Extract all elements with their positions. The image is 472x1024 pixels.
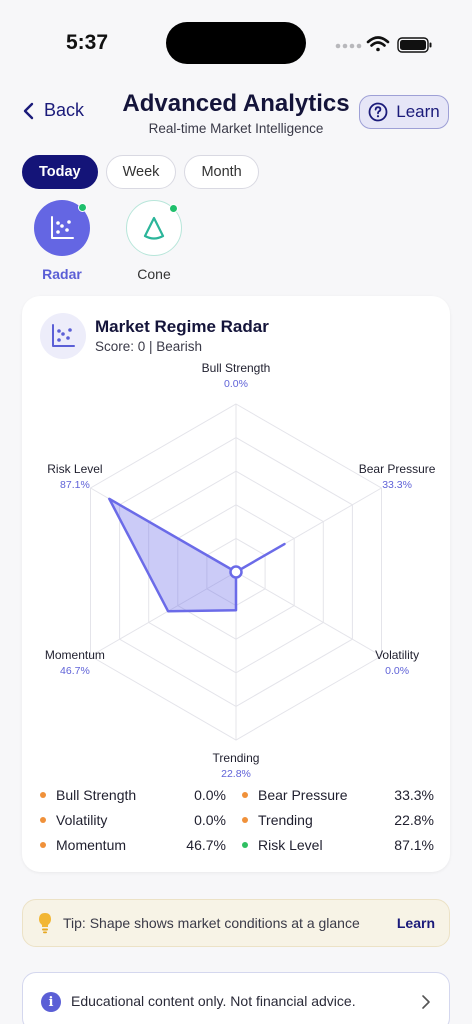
- radar-axis-value: 0.0%: [224, 378, 248, 390]
- legend-value: 22.8%: [394, 812, 434, 828]
- radar-axis-value: 33.3%: [382, 479, 412, 491]
- radar-spoke: [90, 571, 237, 657]
- legend-value: 0.0%: [194, 812, 226, 828]
- tab-week[interactable]: Week: [105, 155, 177, 189]
- status-dot: [169, 204, 178, 213]
- legend-item: Bear Pressure 33.3%: [226, 787, 434, 803]
- tip-banner: Tip: Shape shows market conditions at a …: [22, 899, 450, 947]
- radar-legend: Bull Strength 0.0% Bear Pressure 33.3% Volat…: [40, 787, 434, 853]
- legend-item: Momentum 46.7%: [40, 837, 226, 853]
- card-subtitle: Score: 0 | Bearish: [95, 339, 203, 354]
- tab-month[interactable]: Month: [184, 155, 259, 189]
- status-icons: [335, 36, 432, 53]
- back-label: Back: [44, 100, 85, 120]
- learn-label: Learn: [396, 102, 440, 121]
- back-button[interactable]: Back: [22, 100, 84, 121]
- radar-axis-label: Bull Strength: [202, 361, 271, 375]
- help-circle-icon: [368, 102, 388, 122]
- radar-center-marker: [229, 565, 243, 579]
- card-icon-wrap: [40, 313, 86, 359]
- learn-button[interactable]: Learn: [359, 95, 449, 129]
- tip-text: Tip: Shape shows market conditions at a …: [63, 915, 360, 931]
- legend-item: Risk Level 87.1%: [226, 837, 434, 853]
- disclaimer-text: Educational content only. Not financial …: [71, 993, 356, 1009]
- legend-item: Volatility 0.0%: [40, 812, 226, 828]
- lightbulb-icon: [39, 913, 51, 934]
- radar-data-area: [108, 497, 286, 613]
- tab-today[interactable]: Today: [22, 155, 98, 189]
- radar-axis-label: Volatility: [375, 648, 419, 662]
- legend-value: 33.3%: [394, 787, 434, 803]
- radar-axis-label: Trending: [213, 751, 260, 765]
- scatter-chart-icon: [52, 324, 75, 347]
- legend-label: Bear Pressure: [258, 787, 348, 803]
- page-subtitle: Real-time Market Intelligence: [148, 121, 324, 136]
- legend-dot: [40, 792, 46, 798]
- view-radar-label: Radar: [42, 266, 82, 282]
- radar-axis-value: 22.8%: [221, 768, 251, 780]
- legend-value: 0.0%: [194, 787, 226, 803]
- radar-card: Market Regime Radar Score: 0 | Bearish B…: [22, 296, 450, 872]
- active-indicator-dot: [78, 203, 87, 212]
- radar-spoke: [235, 571, 382, 657]
- dynamic-island: [166, 22, 306, 64]
- legend-label: Risk Level: [258, 837, 323, 853]
- disclaimer-row[interactable]: i Educational content only. Not financia…: [22, 972, 450, 1024]
- view-selector: Radar Cone: [22, 200, 322, 290]
- view-cone-label: Cone: [137, 266, 171, 282]
- radar-axis-value: 0.0%: [385, 665, 409, 677]
- cone-icon: [143, 216, 165, 240]
- radar-axis-label: Bear Pressure: [359, 462, 436, 476]
- status-time: 5:37: [66, 31, 109, 54]
- info-icon: i: [41, 992, 61, 1012]
- radar-axis-label: Risk Level: [47, 462, 102, 476]
- signal-icon: [335, 43, 362, 49]
- legend-dot: [40, 817, 46, 823]
- legend-label: Bull Strength: [56, 787, 137, 803]
- status-bar: 5:37: [0, 0, 472, 88]
- scatter-chart-icon: [51, 216, 74, 239]
- header: Back Advanced Analytics Real-time Market…: [0, 88, 472, 148]
- legend-item: Trending 22.8%: [226, 812, 434, 828]
- legend-dot: [242, 842, 248, 848]
- page-title: Advanced Analytics: [122, 90, 350, 117]
- period-tabs: Today Week Month: [22, 155, 259, 189]
- battery-icon: [397, 37, 432, 53]
- legend-label: Trending: [258, 812, 313, 828]
- legend-dot: [242, 792, 248, 798]
- legend-dot: [40, 842, 46, 848]
- chevron-left-icon: [23, 102, 34, 119]
- radar-axis-value: 46.7%: [60, 665, 90, 677]
- legend-label: Momentum: [56, 837, 127, 853]
- chevron-right-icon: [422, 995, 430, 1009]
- radar-axis-value: 87.1%: [60, 479, 90, 491]
- radar-axis-label: Momentum: [45, 648, 105, 662]
- wifi-icon: [366, 36, 390, 52]
- tip-learn-link[interactable]: Learn: [396, 915, 435, 931]
- view-radar[interactable]: Radar: [22, 200, 102, 282]
- legend-item: Bull Strength 0.0%: [40, 787, 226, 803]
- legend-label: Volatility: [56, 812, 108, 828]
- legend-dot: [242, 817, 248, 823]
- view-cone[interactable]: Cone: [114, 200, 194, 282]
- radar-chart: Bull Strength 0.0% Bear Pressure 33.3% Volat…: [45, 361, 436, 780]
- card-title: Market Regime Radar: [95, 317, 269, 336]
- legend-value: 46.7%: [186, 837, 226, 853]
- legend-value: 87.1%: [394, 837, 434, 853]
